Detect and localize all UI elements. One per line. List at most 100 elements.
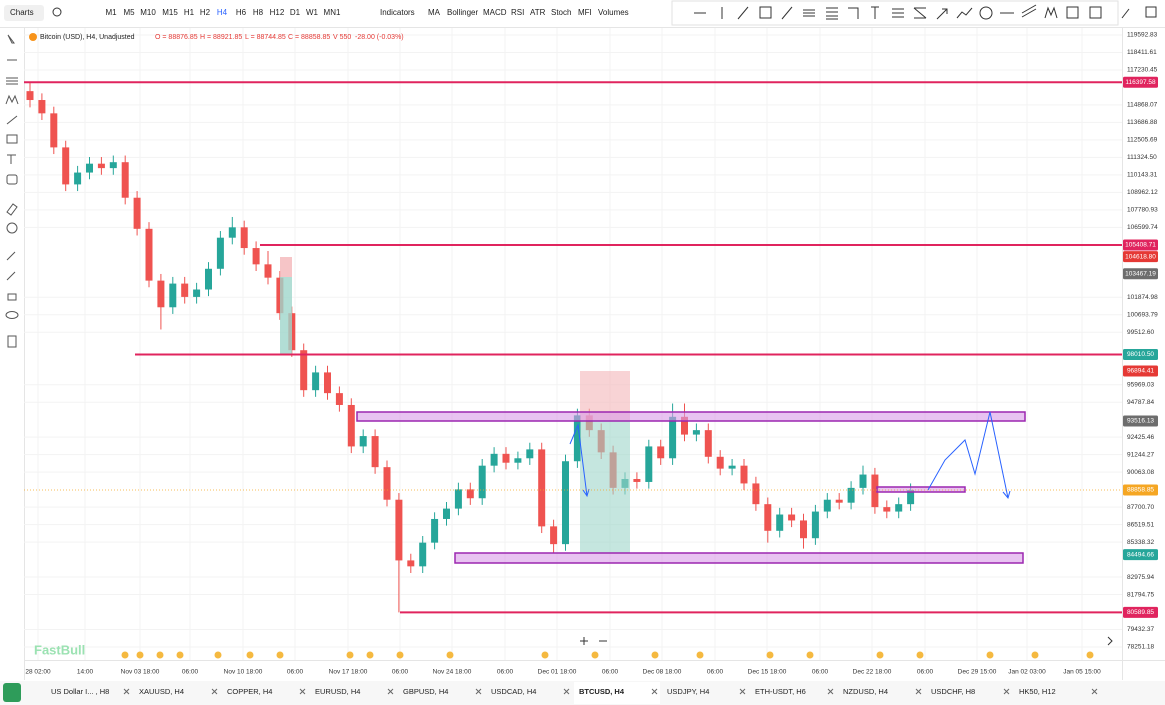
visibility-tool[interactable] xyxy=(5,311,19,319)
candle-body xyxy=(276,277,284,314)
tab[interactable]: XAUUSD, H4 xyxy=(139,687,184,696)
timeframe-button[interactable]: M1 xyxy=(105,8,117,17)
tab-close[interactable] xyxy=(299,688,306,695)
gann-tool[interactable] xyxy=(892,8,904,18)
candle-body xyxy=(335,393,343,405)
search-icon[interactable] xyxy=(52,7,62,17)
trendline-tool[interactable] xyxy=(737,6,749,20)
indicator-button[interactable]: Volumes xyxy=(598,8,629,17)
timeframe-button[interactable]: M5 xyxy=(123,8,135,17)
timeframe-button[interactable]: H12 xyxy=(270,8,285,17)
tab-close[interactable] xyxy=(211,688,218,695)
tab-close[interactable] xyxy=(651,688,658,695)
tab[interactable]: EURUSD, H4 xyxy=(315,687,360,696)
indicator-button[interactable]: MFI xyxy=(578,8,592,17)
indicator-button[interactable]: RSI xyxy=(511,8,524,17)
text-tool[interactable] xyxy=(871,6,879,19)
fib-tool[interactable] xyxy=(826,7,838,20)
timeframe-button[interactable]: D1 xyxy=(290,8,301,17)
edit-tool[interactable] xyxy=(1121,8,1130,19)
note-tool[interactable] xyxy=(1066,6,1079,19)
price-label-box xyxy=(1123,251,1158,263)
more-tool[interactable] xyxy=(6,174,18,185)
channel-tool[interactable] xyxy=(803,9,815,17)
tab[interactable]: BTCUSD, H4 xyxy=(579,687,625,696)
price-label: 98010.50 xyxy=(1127,351,1154,358)
indicators-button[interactable]: Indicators xyxy=(380,8,415,17)
brush-tool[interactable] xyxy=(781,6,793,20)
timeframe-button[interactable]: H4 xyxy=(217,8,228,17)
candle-body xyxy=(764,504,772,531)
pattern-tool[interactable] xyxy=(1044,6,1058,19)
tab[interactable]: ETH-USDT, H6 xyxy=(755,687,806,696)
add-tab-button[interactable] xyxy=(3,683,21,702)
event-marker xyxy=(396,651,404,659)
candle-body xyxy=(431,518,439,543)
event-marker xyxy=(214,651,222,659)
tab-close[interactable] xyxy=(1003,688,1010,695)
shape-tool[interactable] xyxy=(6,134,18,144)
tab[interactable]: US Dollar I... , H8 xyxy=(51,687,109,696)
scroll-right[interactable] xyxy=(1107,636,1113,646)
y-tick-label: 111324.50 xyxy=(1127,154,1157,161)
delete-tool[interactable] xyxy=(7,335,17,348)
arrow-tool[interactable] xyxy=(936,8,948,20)
tab-close[interactable] xyxy=(123,688,130,695)
tab-close[interactable] xyxy=(475,688,482,695)
left-toolbar xyxy=(5,34,19,348)
indicator-button[interactable]: MA xyxy=(428,8,441,17)
tab[interactable]: USDJPY, H4 xyxy=(667,687,709,696)
tab[interactable]: GBPUSD, H4 xyxy=(403,687,448,696)
timeframe-button[interactable]: M10 xyxy=(140,8,156,17)
rect-tool[interactable] xyxy=(759,6,772,19)
timeframe-button[interactable]: MN1 xyxy=(324,8,341,17)
indicator-button[interactable]: Stoch xyxy=(551,8,571,17)
pattern-tool[interactable] xyxy=(5,94,19,105)
y-tick-label: 110143.31 xyxy=(1127,172,1158,179)
candle-body xyxy=(181,283,189,297)
timeframe-button[interactable]: H1 xyxy=(184,8,195,17)
tab[interactable]: USDCAD, H4 xyxy=(491,687,536,696)
timeframe-button[interactable]: H8 xyxy=(253,8,264,17)
text-tool[interactable] xyxy=(7,154,16,164)
lock-tool[interactable] xyxy=(7,293,17,301)
timeframe-button[interactable]: W1 xyxy=(306,8,319,17)
parallel-tool[interactable] xyxy=(1021,4,1037,18)
indicator-button[interactable]: Bollinger xyxy=(447,8,478,17)
price-label-box xyxy=(1123,239,1158,251)
projection-tool[interactable] xyxy=(913,7,927,19)
tab-close[interactable] xyxy=(387,688,394,695)
tab-close[interactable] xyxy=(827,688,834,695)
bracket-tool[interactable] xyxy=(848,7,859,19)
timeframe-button[interactable]: H2 xyxy=(200,8,211,17)
tab[interactable]: COPPER, H4 xyxy=(227,687,272,696)
tab-close[interactable] xyxy=(563,688,570,695)
zoom-tool[interactable] xyxy=(6,222,18,234)
tab-close[interactable] xyxy=(1091,688,1098,695)
y-tick-label: 90063.08 xyxy=(1127,469,1154,476)
tab[interactable]: NZDUSD, H4 xyxy=(843,687,888,696)
charts-menu[interactable] xyxy=(4,5,44,21)
charts-menu-label[interactable]: Charts xyxy=(10,8,34,17)
flag-tool[interactable] xyxy=(1089,6,1102,19)
tab-close[interactable] xyxy=(739,688,746,695)
indicator-button[interactable]: MACD xyxy=(483,8,507,17)
tab[interactable]: HK50, H12 xyxy=(1019,687,1056,696)
price-label: 88858.85 xyxy=(1127,487,1154,494)
tab[interactable]: USDCHF, H8 xyxy=(931,687,975,696)
circle-tool[interactable] xyxy=(979,6,993,20)
fib-tool[interactable] xyxy=(6,77,18,85)
tab-close[interactable] xyxy=(915,688,922,695)
fullscreen-tool[interactable] xyxy=(1145,6,1157,18)
timeframe-button[interactable]: M15 xyxy=(162,8,178,17)
brush-tool[interactable] xyxy=(6,271,16,281)
ray-tool[interactable] xyxy=(6,115,18,125)
projection-path xyxy=(927,411,1009,499)
ruler-tool[interactable] xyxy=(6,203,18,216)
indicator-button[interactable]: ATR xyxy=(530,8,546,17)
timeframe-button[interactable]: H6 xyxy=(236,8,247,17)
magnet-tool[interactable] xyxy=(6,251,16,261)
path-tool[interactable] xyxy=(956,7,973,19)
cursor-tool[interactable] xyxy=(7,34,15,44)
zoom-in[interactable] xyxy=(580,637,588,645)
